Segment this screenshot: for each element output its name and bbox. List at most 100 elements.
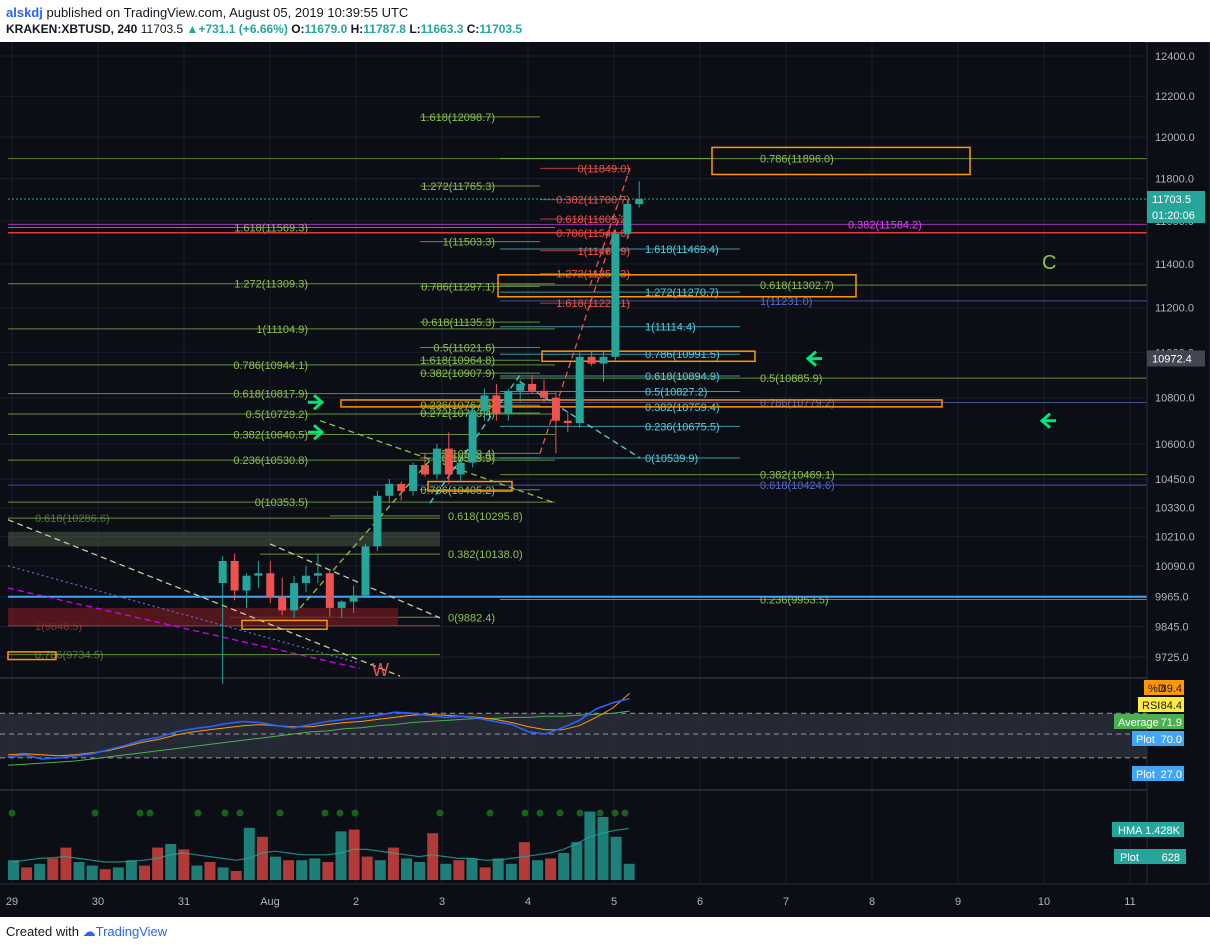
fib-level-label: 0.786(10991.5) (645, 349, 720, 361)
price-tick-label: 12000.0 (1155, 132, 1195, 144)
price-marker-tag-bg (1147, 350, 1205, 367)
fib-level-label: 0.618(10286.6) (35, 513, 110, 525)
fib-level-label: 0.786(10944.1) (233, 360, 308, 372)
volume-bar (125, 860, 137, 880)
price-tick-label: 10450.0 (1155, 474, 1195, 486)
volume-indicator-name: Plot (1120, 852, 1139, 864)
fib-level-label: 0.382(11700.7) (556, 195, 630, 207)
fib-level-label: 0.236(10675.5) (645, 421, 720, 433)
fib-level-label: 1.272(11309.3) (234, 279, 308, 291)
fib-level-label: 0(10539.9) (442, 453, 495, 465)
tradingview-brand-link[interactable]: TradingView (95, 924, 168, 939)
volume-bar (335, 831, 347, 880)
volume-bar (34, 863, 46, 880)
indicator-label-bg (1138, 697, 1184, 712)
price-tick-label: 11200.0 (1155, 303, 1194, 315)
candle-body (623, 203, 632, 234)
time-tick-label: 7 (783, 896, 789, 908)
signal-dot (521, 809, 529, 817)
fib-level-label: 0.618(10424.6) (760, 480, 835, 492)
volume-bar (47, 858, 59, 880)
volume-bar (322, 862, 334, 880)
rsi-average-line (7, 710, 630, 766)
last-price: 11703.5 (140, 22, 184, 36)
fib-level-label: 0.618(10817.9) (233, 389, 308, 401)
candle-body (421, 465, 429, 475)
fib-level-label: 1.618(10964.8) (420, 355, 495, 367)
fib-level-label: 0.786(11896.0) (760, 154, 834, 166)
indicator-label-bg (1132, 731, 1184, 746)
fib-level-label: 1(11114.4) (645, 322, 696, 334)
time-tick-label: 11 (1124, 896, 1135, 908)
price-tick-label: 12200.0 (1155, 91, 1195, 103)
trend-line (7, 565, 361, 664)
candle-body (397, 483, 406, 492)
chart-canvas[interactable]: 50.0 2K1K0 1.618(12098.7) 1.272(11765.3) 1… (0, 42, 1210, 917)
candle-body (242, 575, 251, 591)
fib-level-label: 0.236(10530.8) (233, 455, 308, 467)
highlight-box (340, 399, 943, 408)
volume-bar (387, 847, 399, 880)
signal-dot (556, 809, 564, 817)
open-value: 11679.0 (304, 22, 348, 36)
volume-bar (60, 847, 72, 880)
support-zone (8, 531, 440, 547)
close-label: C: (466, 22, 480, 36)
signal-dot (276, 809, 284, 817)
candle-body (587, 356, 596, 364)
price-tick-label: 11400.0 (1155, 259, 1194, 271)
signal-dot (321, 809, 329, 817)
indicator-value: 70.0 (1161, 734, 1182, 746)
signal-dot (91, 809, 99, 817)
fib-level-label: 1.618(11469.4) (645, 244, 719, 256)
indicator-name: %D (1148, 683, 1166, 695)
volume-indicator-value: 628 (1162, 852, 1180, 864)
volume-bar (505, 863, 517, 880)
volume-bar (243, 827, 255, 880)
price-change: +731.1 (+6.66%) (198, 22, 288, 36)
volume-bar (440, 863, 452, 880)
fib-level-label: 0(9882.4) (448, 612, 495, 624)
signal-dot (576, 809, 584, 817)
candle-body (575, 356, 584, 424)
price-axis-panel (1146, 42, 1210, 885)
volume-bar (427, 833, 439, 880)
volume-indicator-value: 1.428K (1145, 825, 1181, 837)
fib-level-label: 0.382(10907.9) (420, 368, 495, 380)
indicator-value: 84.4 (1161, 700, 1182, 712)
indicator-name: RSI (1142, 700, 1160, 712)
signal-dot (596, 809, 604, 817)
symbol-label: KRAKEN:XBTUSD, 240 (6, 22, 138, 36)
high-label: H: (350, 22, 364, 36)
rsi-d-line (7, 693, 630, 757)
indicator-label-bg (1144, 680, 1184, 695)
arrow-marker (308, 424, 325, 441)
signal-dot (221, 809, 229, 817)
volume-bar (558, 853, 570, 880)
author-name[interactable]: alskdj (6, 5, 43, 20)
signal-dot (621, 809, 629, 817)
candle-body (504, 390, 513, 414)
fib-level-label: 0.5(10729.2) (246, 409, 308, 421)
signal-dot (436, 809, 444, 817)
volume-bar (204, 862, 216, 880)
time-tick-label: 30 (92, 896, 104, 908)
signal-dot (336, 809, 344, 817)
price-tick-label: 9965.0 (1155, 592, 1189, 604)
price-marker-tag: 10972.4 (1152, 354, 1192, 366)
candle-body (266, 573, 275, 597)
candle-body (349, 595, 358, 602)
signal-dot (536, 809, 544, 817)
fib-level-label: 1(11231.0) (760, 296, 812, 308)
candle-body (385, 483, 394, 496)
price-tick-label: 10600.0 (1155, 439, 1195, 451)
price-tick-label: 9725.0 (1155, 652, 1189, 664)
volume-bar (191, 865, 203, 880)
candle-body (218, 560, 227, 584)
price-tick-label: 11800.0 (1155, 174, 1194, 186)
fib-level-label: 1.272(11765.3) (421, 181, 495, 193)
candle-body (278, 596, 287, 611)
volume-bar (518, 842, 530, 880)
volume-bar (401, 858, 412, 880)
arrow-marker (1039, 412, 1056, 429)
